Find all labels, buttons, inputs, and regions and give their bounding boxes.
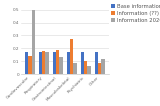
Bar [39, 52, 42, 74]
Bar [88, 66, 91, 74]
Bar [81, 52, 84, 74]
Bar [56, 50, 60, 74]
Bar [60, 57, 63, 74]
Bar [95, 52, 98, 74]
Bar [53, 52, 56, 74]
Bar [32, 10, 35, 74]
Bar [45, 52, 49, 74]
Bar [84, 61, 88, 74]
Bar [67, 52, 70, 74]
Bar [42, 51, 45, 74]
Bar [25, 52, 28, 74]
Legend: Base information, Information (??), Information 2020: Base information, Information (??), Info… [111, 3, 160, 23]
Bar [28, 56, 32, 74]
Bar [98, 63, 101, 74]
Bar [73, 63, 77, 74]
Bar [70, 39, 73, 74]
Bar [101, 59, 105, 74]
